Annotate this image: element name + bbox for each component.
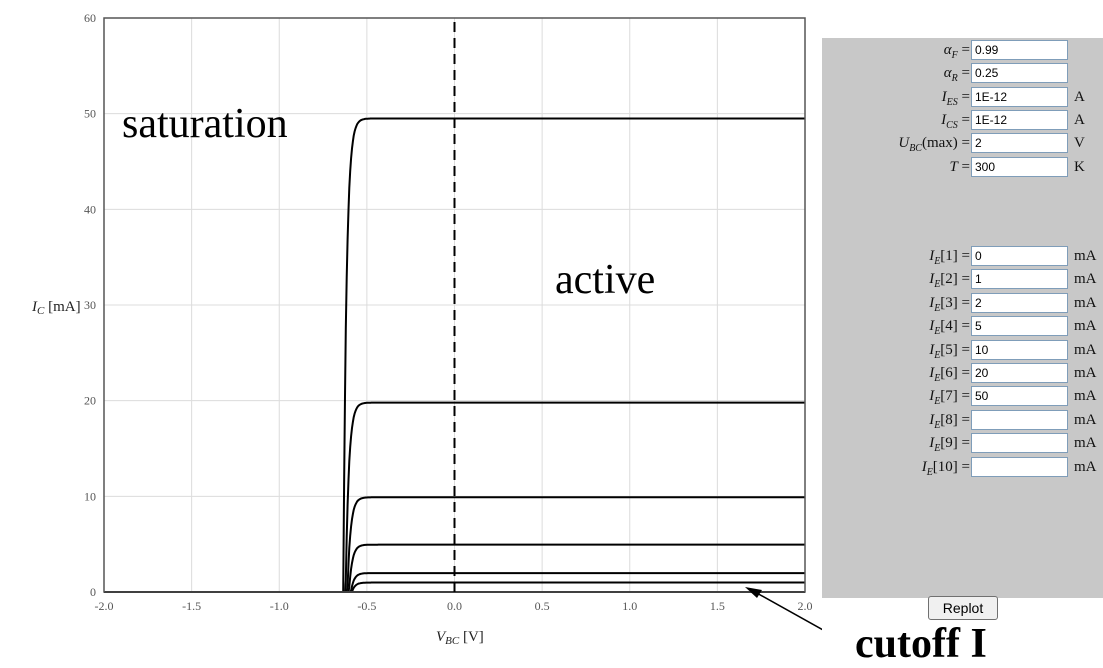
field-label: IE[1] = (929, 248, 970, 267)
ie-4-row: IE[4] = mA (822, 316, 1103, 338)
unit-label: mA (1074, 341, 1097, 358)
ies-input[interactable] (971, 86, 1068, 107)
y-tick-label: 0 (90, 585, 96, 599)
y-tick-label: 40 (84, 202, 96, 216)
y-tick-labels: 0 10 20 30 40 50 60 (84, 11, 96, 599)
y-tick-label: 10 (84, 489, 96, 503)
x-tick-label: 1.5 (710, 599, 725, 613)
ie-3-input[interactable] (971, 292, 1068, 313)
ie-5-input[interactable] (971, 339, 1068, 360)
ie-1-row: IE[1] = mA (822, 246, 1103, 268)
field-label: UBC(max) = (898, 135, 970, 155)
field-label: IE[7] = (929, 388, 970, 408)
field-label: IE[10] = (921, 458, 970, 478)
ie-1-input[interactable] (971, 246, 1068, 266)
parameter-panel: αF = αR = IES = A ICS = A UBC(max) = V T = K IE[1]… (822, 38, 1103, 598)
field-label: αR = (943, 65, 970, 85)
unit-label: mA (1074, 365, 1097, 381)
ie-10-input[interactable] (971, 456, 1068, 477)
unit-label: mA (1074, 318, 1097, 335)
ie-6-input[interactable] (971, 363, 1068, 383)
ubc-max-row: UBC(max) = V (822, 133, 1103, 155)
alpha-r-input[interactable] (971, 63, 1068, 84)
x-tick-label: 1.0 (622, 599, 637, 613)
temperature-input[interactable] (971, 156, 1068, 177)
x-tick-label: -1.5 (182, 599, 201, 613)
field-label: IES = (941, 88, 970, 108)
ie-7-input[interactable] (971, 386, 1068, 407)
ics-input[interactable] (971, 109, 1068, 130)
field-label: IE[5] = (929, 341, 970, 361)
ie-10-row: IE[10] = mA (822, 456, 1103, 479)
unit-label: mA (1074, 388, 1097, 405)
field-label: IE[8] = (929, 411, 970, 431)
ie-2-input[interactable] (971, 269, 1068, 290)
ie-4-input[interactable] (971, 316, 1068, 337)
unit-label: mA (1074, 248, 1097, 264)
unit-label: mA (1074, 271, 1097, 288)
unit-label: mA (1074, 411, 1097, 428)
ie-6-row: IE[6] = mA (822, 363, 1103, 385)
y-tick-label: 60 (84, 11, 96, 25)
field-label: T = (949, 158, 970, 175)
ies-row: IES = A (822, 86, 1103, 109)
iv-chart: -2.0 -1.5 -1.0 -0.5 0.0 0.5 1.0 1.5 2.0 0 10 20 30 4… (31, 11, 822, 647)
field-label: IE[2] = (929, 271, 970, 291)
x-tick-label: 0.5 (535, 599, 550, 613)
replot-button[interactable]: Replot (928, 596, 998, 620)
field-label: ICS = (941, 111, 970, 131)
cutoff-arrow (745, 587, 822, 631)
ie-3-row: IE[3] = mA (822, 292, 1103, 315)
y-axis-label: IC [mA] (31, 299, 81, 317)
ie-9-input[interactable] (971, 433, 1068, 454)
x-tick-label: -0.5 (357, 599, 376, 613)
ie-2-row: IE[2] = mA (822, 269, 1103, 291)
field-label: αF = (943, 42, 970, 61)
y-tick-label: 50 (84, 107, 96, 121)
ie-8-row: IE[8] = mA (822, 409, 1103, 432)
field-label: IE[3] = (929, 294, 970, 314)
field-label: IE[9] = (929, 435, 970, 455)
field-label: IE[6] = (929, 365, 970, 384)
x-tick-labels: -2.0 -1.5 -1.0 -0.5 0.0 0.5 1.0 1.5 2.0 (95, 599, 813, 613)
ie-5-row: IE[5] = mA (822, 339, 1103, 362)
x-tick-label: 0.0 (447, 599, 462, 613)
x-tick-label: 2.0 (798, 599, 813, 613)
chart-grid (103, 17, 806, 593)
ics-row: ICS = A (822, 109, 1103, 132)
unit-label: mA (1074, 294, 1097, 311)
ie-7-row: IE[7] = mA (822, 386, 1103, 408)
ubc-max-input[interactable] (971, 133, 1068, 154)
ie-9-row: IE[9] = mA (822, 433, 1103, 455)
ie-8-input[interactable] (971, 409, 1068, 430)
y-tick-label: 20 (84, 394, 96, 408)
unit-label: A (1074, 111, 1085, 128)
x-tick-label: -2.0 (95, 599, 114, 613)
field-label: IE[4] = (929, 318, 970, 338)
alpha-f-row: αF = (822, 40, 1103, 62)
cutoff-label: cutoff I (855, 621, 987, 667)
temperature-row: T = K (822, 156, 1103, 179)
alpha-f-input[interactable] (971, 40, 1068, 60)
x-tick-label: -1.0 (270, 599, 289, 613)
unit-label: A (1074, 88, 1085, 105)
unit-label: V (1074, 135, 1085, 152)
unit-label: mA (1074, 458, 1097, 475)
unit-label: K (1074, 158, 1085, 175)
unit-label: mA (1074, 435, 1097, 452)
active-region-label: active (555, 257, 655, 303)
saturation-region-label: saturation (122, 101, 288, 147)
x-axis-label: VBC [V] (436, 629, 484, 647)
alpha-r-row: αR = (822, 63, 1103, 85)
y-tick-label: 30 (84, 298, 96, 312)
